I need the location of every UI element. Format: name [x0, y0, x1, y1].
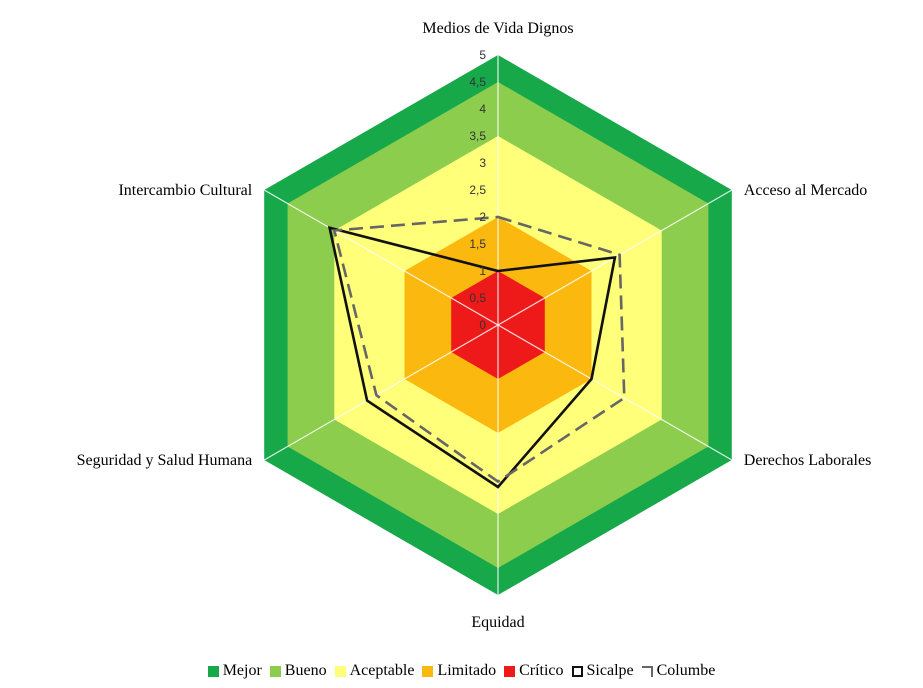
tick-label: 3 [479, 156, 486, 170]
legend-label: Bueno [284, 662, 327, 679]
tick-label: 2 [479, 210, 486, 224]
tick-labels: 0 0,5 1 1,5 2 2,5 3 3,5 4 4,5 5 [469, 48, 486, 332]
tick-label: 0,5 [469, 291, 486, 305]
tick-label: 1 [479, 264, 486, 278]
series-sicalpe [327, 226, 617, 489]
tick-label: 0 [479, 318, 486, 332]
axis-label: Medios de Vida Dignos [422, 20, 573, 37]
legend-label: Sicalpe [586, 662, 634, 679]
series-lines [327, 215, 626, 489]
legend-swatch [334, 665, 346, 677]
legend-item: Aceptable [334, 662, 415, 680]
legend-label: Columbe [656, 662, 716, 679]
axis-label: Acceso al Mercado [744, 182, 868, 199]
legend-item: Sicalpe [571, 662, 634, 680]
legend-label: Limitado [437, 662, 497, 679]
chart-legend: Mejor Bueno Aceptable Limitado Crítico Sicalp… [0, 662, 923, 680]
tick-label: 3,5 [469, 129, 486, 143]
legend-item: Columbe [641, 662, 716, 680]
legend-item: Crítico [504, 662, 564, 680]
legend-label: Crítico [519, 662, 564, 679]
axis-spoke [497, 324, 733, 461]
axis-labels: Medios de Vida Dignos Acceso al Mercado De… [77, 20, 872, 631]
axis-label: Derechos Laborales [744, 452, 872, 469]
legend-swatch [641, 665, 653, 677]
legend-item: Mejor [207, 662, 262, 680]
legend-swatch [207, 665, 219, 677]
legend-swatch [571, 665, 583, 677]
series-columbe [332, 215, 626, 484]
tick-label: 2,5 [469, 183, 486, 197]
tick-label: 4 [479, 102, 486, 116]
legend-swatch [504, 665, 516, 677]
legend-item: Bueno [269, 662, 327, 680]
legend-item: Limitado [422, 662, 496, 680]
tick-label: 4,5 [469, 75, 486, 89]
axis-spoke [263, 189, 499, 326]
axis-label: Equidad [471, 614, 524, 631]
axis-label: Intercambio Cultural [118, 182, 252, 199]
axis-spoke [263, 324, 499, 461]
legend-swatch [269, 665, 281, 677]
legend-label: Aceptable [349, 662, 415, 679]
legend-swatch [422, 665, 434, 677]
axis-label: Seguridad y Salud Humana [77, 452, 253, 469]
tick-label: 5 [479, 48, 486, 62]
legend-label: Mejor [222, 662, 262, 679]
tick-label: 1,5 [469, 237, 486, 251]
